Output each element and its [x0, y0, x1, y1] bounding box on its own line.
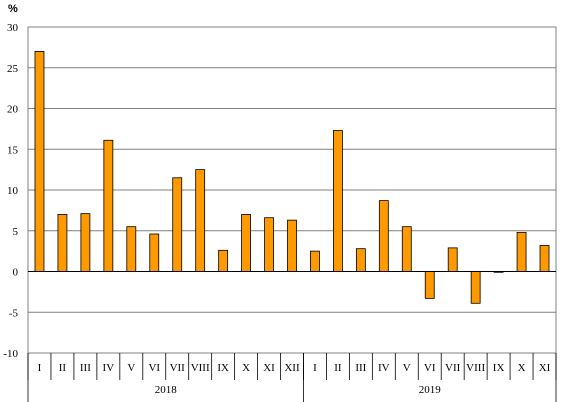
x-tick-label: XII	[284, 362, 300, 374]
x-tick-label: X	[242, 362, 250, 374]
x-tick-label: V	[127, 362, 135, 374]
bar	[539, 245, 550, 272]
bar	[126, 226, 137, 272]
x-axis: I II III IV V VI VII VIII IX X XI XII I II III IV V VI VII…	[27, 271, 557, 402]
x-tick-label: IX	[493, 362, 505, 374]
bar	[172, 177, 183, 272]
bar	[241, 214, 251, 272]
y-tick-label: -10	[3, 348, 18, 360]
x-tick-label: IV	[103, 362, 115, 374]
y-unit-label: %	[8, 3, 18, 15]
bar	[378, 200, 389, 272]
y-tick-label: 10	[7, 185, 19, 197]
bar	[103, 139, 114, 272]
bar	[333, 130, 343, 272]
bar	[310, 250, 320, 272]
bar	[401, 226, 412, 272]
bar	[516, 231, 527, 272]
bar	[287, 219, 297, 272]
x-tick-label: I	[313, 362, 317, 374]
bar	[195, 169, 206, 272]
x-tick-label: VII	[445, 362, 461, 374]
bar	[149, 233, 160, 272]
x-tick-label: XI	[263, 362, 275, 374]
x-tick-label: III	[80, 362, 91, 374]
x-tick-label: VI	[148, 362, 160, 374]
y-tick-label: 15	[7, 144, 19, 156]
y-tick-label: -5	[9, 307, 19, 319]
x-tick-label: IX	[217, 362, 229, 374]
x-tick-label: II	[59, 362, 67, 374]
y-axis: -10 -5 0 5 10 15 20 25 30	[3, 22, 18, 360]
bar	[57, 214, 68, 272]
group-label: 2019	[419, 384, 442, 396]
y-tick-label: 0	[13, 267, 19, 279]
y-tick-label: 25	[7, 63, 19, 75]
x-tick-label: X	[518, 362, 526, 374]
y-tick-label: 30	[7, 22, 19, 34]
bar	[447, 247, 458, 272]
y-tick-label: 5	[13, 226, 19, 238]
bar	[424, 271, 435, 299]
bar	[218, 249, 229, 272]
bar	[264, 217, 274, 272]
x-tick-label: XI	[539, 362, 551, 374]
bar	[34, 51, 45, 272]
x-tick-label: III	[355, 362, 366, 374]
group-label: 2018	[155, 384, 178, 396]
x-tick-label: I	[38, 362, 42, 374]
x-tick-label: II	[334, 362, 342, 374]
bar	[355, 248, 366, 272]
bar	[470, 271, 481, 304]
x-tick-label: V	[403, 362, 411, 374]
bar	[80, 213, 91, 272]
x-tick-label: VI	[424, 362, 436, 374]
x-tick-label: VIII	[191, 362, 210, 374]
x-tick-label: VIII	[466, 362, 485, 374]
x-tick-label: VII	[170, 362, 186, 374]
y-tick-label: 20	[7, 104, 19, 116]
x-tick-label: IV	[378, 362, 390, 374]
